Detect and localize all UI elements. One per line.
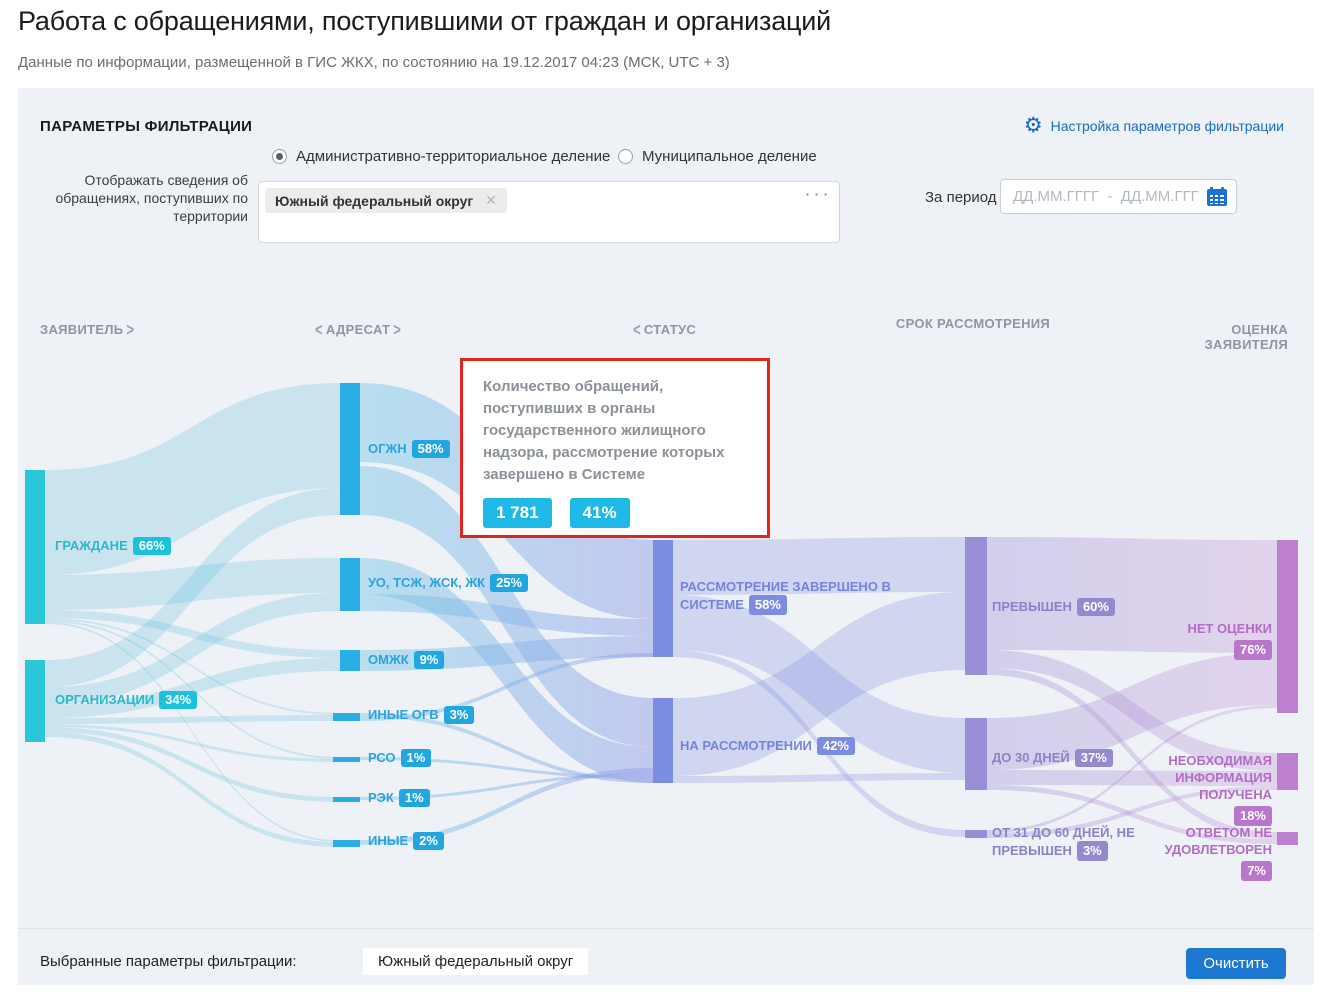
- flow-tooltip: Количество обращений, поступивших в орга…: [460, 358, 770, 538]
- selected-filter-tag[interactable]: Южный федеральный округ: [363, 948, 589, 975]
- radio-administrative-label: Административно-территориальное деление: [296, 148, 611, 165]
- radio-unselected-icon[interactable]: [618, 149, 633, 164]
- sankey-level-applicant: ЗАЯВИТЕЛЬ >: [40, 319, 137, 340]
- node-rek[interactable]: РЭК 1%: [368, 789, 430, 807]
- sankey-level-term: СРОК РАССМОТРЕНИЯ: [893, 315, 1053, 332]
- chevron-right-icon[interactable]: >: [126, 319, 135, 340]
- node-inye-ogv[interactable]: ИНЫЕ ОГВ 3%: [368, 706, 475, 724]
- more-options-icon[interactable]: ▪ ▪ ▪: [806, 190, 829, 199]
- close-icon[interactable]: ✕: [485, 192, 497, 208]
- period-field-label: За период: [925, 189, 997, 206]
- footer-divider: [18, 928, 1314, 929]
- sankey-level-rating: ОЦЕНКА ЗАЯВИТЕЛЯ: [1150, 322, 1288, 352]
- territory-tag[interactable]: Южный федеральный округ ✕: [265, 188, 507, 213]
- node-omzhk[interactable]: ОМЖК 9%: [368, 651, 445, 669]
- radio-administrative-division[interactable]: Административно-территориальное деление: [272, 148, 610, 165]
- level-applicant-label: ЗАЯВИТЕЛЬ: [40, 322, 124, 337]
- node-info-received[interactable]: НЕОБХОДИМАЯ ИНФОРМАЦИЯ ПОЛУЧЕНА 18%: [1112, 752, 1272, 826]
- flow-tooltip-count: 1 781: [483, 498, 552, 528]
- level-rating-label: ОЦЕНКА ЗАЯВИТЕЛЯ: [1204, 322, 1288, 352]
- node-uo-tszh[interactable]: УО, ТСЖ, ЖСК, ЖК 25%: [368, 574, 529, 592]
- period-input[interactable]: [1000, 179, 1237, 214]
- filter-section-title: ПАРАМЕТРЫ ФИЛЬТРАЦИИ: [40, 118, 253, 135]
- node-exceeded[interactable]: ПРЕВЫШЕН 60%: [992, 598, 1115, 616]
- level-addressee-label: АДРЕСАТ: [325, 322, 391, 337]
- flow-tooltip-text: Количество обращений, поступивших в орга…: [483, 378, 725, 483]
- node-citizens[interactable]: ГРАЖДАНЕ 66%: [55, 537, 171, 555]
- node-organizations[interactable]: ОРГАНИЗАЦИИ 34%: [55, 691, 198, 709]
- radio-municipal-label: Муниципальное деление: [642, 148, 817, 165]
- level-term-label: СРОК РАССМОТРЕНИЯ: [895, 316, 1051, 331]
- node-rso[interactable]: РСО 1%: [368, 749, 432, 767]
- territory-field-label: Отображать сведения об обращениях, посту…: [55, 172, 248, 224]
- flow-tooltip-percent: 41%: [569, 498, 630, 528]
- sankey-level-addressee: < АДРЕСАТ >: [312, 319, 404, 340]
- chevron-left-icon[interactable]: <: [633, 319, 641, 340]
- node-ogzhn[interactable]: ОГЖН 58%: [368, 440, 450, 458]
- node-inye[interactable]: ИНЫЕ 2%: [368, 832, 444, 850]
- node-completed[interactable]: РАССМОТРЕНИЕ ЗАВЕРШЕНО В СИСТЕМЕ 58%: [680, 578, 908, 615]
- radio-municipal-division[interactable]: Муниципальное деление: [618, 148, 817, 165]
- node-in-review[interactable]: НА РАССМОТРЕНИИ 42%: [680, 737, 855, 755]
- calendar-icon[interactable]: [1207, 187, 1227, 206]
- clear-button[interactable]: Очистить: [1186, 948, 1286, 979]
- node-under-30-days[interactable]: ДО 30 ДНЕЙ 37%: [992, 749, 1113, 767]
- territory-tag-label: Южный федеральный округ: [275, 192, 474, 209]
- node-no-rating[interactable]: НЕТ ОЦЕНКИ 76%: [1112, 620, 1272, 660]
- node-not-satisfied[interactable]: ОТВЕТОМ НЕ УДОВЛЕТВОРЕН 7%: [1112, 824, 1272, 881]
- filter-settings-link[interactable]: ⚙ Настройка параметров фильтрации: [1023, 114, 1284, 137]
- sankey-level-status: < СТАТУС: [630, 319, 697, 340]
- node-citizens-pct: 66%: [132, 537, 171, 555]
- territory-select-box[interactable]: Южный федеральный округ ✕ ▪ ▪ ▪: [258, 181, 840, 243]
- chevron-left-icon[interactable]: <: [315, 319, 323, 340]
- gear-icon: ⚙: [1023, 114, 1043, 137]
- level-status-label: СТАТУС: [643, 322, 697, 337]
- selected-filters-label: Выбранные параметры фильтрации:: [40, 953, 297, 970]
- page-title: Работа с обращениями, поступившими от гр…: [18, 6, 832, 36]
- filter-settings-link-label: Настройка параметров фильтрации: [1050, 118, 1284, 134]
- radio-selected-icon[interactable]: [272, 149, 287, 164]
- node-organizations-pct: 34%: [159, 691, 198, 709]
- page-subtitle: Данные по информации, размещенной в ГИС …: [18, 54, 730, 71]
- chevron-right-icon[interactable]: >: [393, 319, 402, 340]
